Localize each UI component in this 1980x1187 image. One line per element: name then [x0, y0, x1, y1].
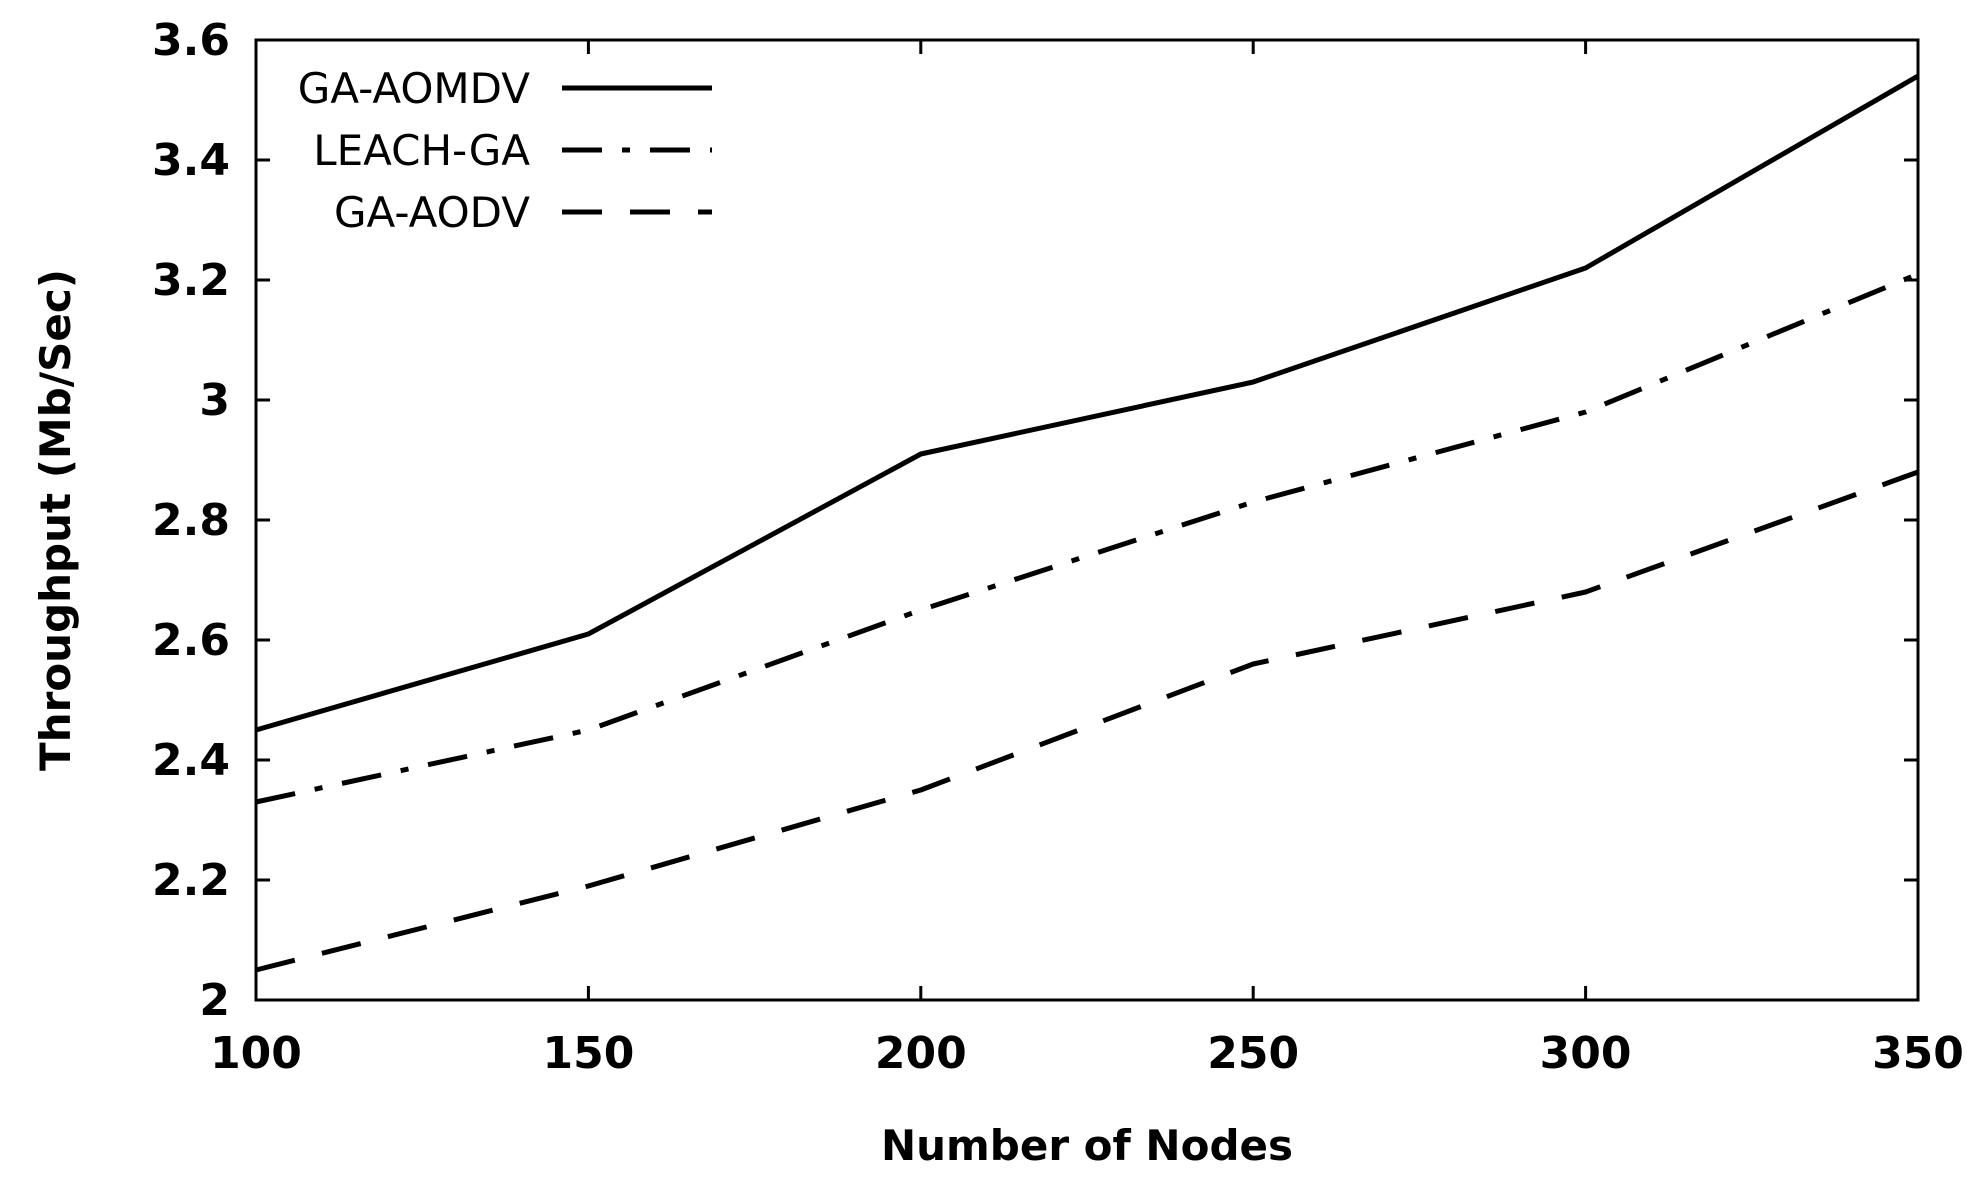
x-axis-title: Number of Nodes [881, 1121, 1293, 1170]
x-tick-label: 150 [542, 1028, 634, 1079]
y-axis: 2 2.2 2.4 2.6 2.8 3 3.2 3.4 3.6 [152, 15, 1918, 1026]
y-tick-label: 2.6 [152, 615, 230, 666]
series-layer [255, 73, 1920, 973]
y-tick-label: 2.2 [152, 855, 230, 906]
y-tick-label: 2 [199, 975, 230, 1026]
x-tick-label: 100 [210, 1028, 302, 1079]
x-tick-label: 200 [875, 1028, 967, 1079]
y-tick-label: 2.8 [152, 495, 230, 546]
series-line-1 [255, 271, 1919, 805]
x-tick-label: 300 [1540, 1028, 1632, 1079]
plot-frame [254, 38, 1920, 1002]
legend-label: LEACH-GA [313, 126, 530, 175]
x-tick-label: 350 [1872, 1028, 1964, 1079]
y-tick-label: 2.4 [152, 735, 230, 786]
x-axis: 100 150 200 250 300 350 [210, 40, 1964, 1079]
y-tick-label: 3.4 [152, 135, 230, 186]
y-tick-label: 3 [199, 375, 230, 426]
y-tick-label: 3.6 [152, 15, 230, 66]
legend-label: GA-AOMDV [298, 64, 530, 113]
series-line-0 [255, 73, 1920, 733]
x-tick-label: 250 [1207, 1028, 1299, 1079]
y-axis-title: Throughput (Mb/Sec) [31, 269, 80, 771]
y-tick-label: 3.2 [152, 255, 230, 306]
legend-label: GA-AODV [334, 188, 530, 237]
series-line-2 [255, 469, 1919, 973]
legend: GA-AOMDV LEACH-GA GA-AODV [298, 64, 712, 237]
